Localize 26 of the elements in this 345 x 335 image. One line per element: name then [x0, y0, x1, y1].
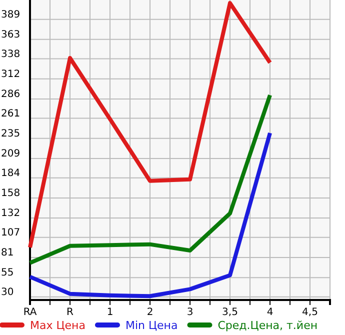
x-tick-label: 4 [266, 307, 274, 318]
y-tick-label: 363 [1, 29, 20, 40]
y-tick-label: 132 [1, 208, 20, 220]
y-tick-label: 81 [1, 247, 14, 258]
x-tick-label: 1 [106, 307, 114, 318]
y-tick-label: 389 [1, 9, 20, 20]
y-tick-label: 30 [1, 286, 14, 298]
legend-label: Min Цена [125, 319, 178, 332]
x-tick-label: 3,5 [222, 307, 238, 318]
y-tick-label: 312 [1, 68, 20, 80]
legend-label: Max Цена [30, 319, 86, 332]
y-tick-label: 261 [1, 108, 20, 120]
y-tick-label: 235 [1, 128, 20, 140]
y-tick-label: 55 [1, 268, 14, 279]
y-tick-label: 338 [1, 48, 20, 60]
x-tick-label: R [66, 307, 74, 318]
legend-label: Сред.Цена, т.йен [218, 319, 318, 332]
x-tick-label: 2 [146, 307, 154, 318]
y-tick-label: 286 [1, 88, 20, 100]
y-tick-label: 107 [1, 227, 20, 238]
x-tick-label: 3 [186, 307, 194, 318]
x-tick-label: RA [23, 307, 37, 318]
x-tick-label: 4,5 [302, 307, 318, 318]
y-tick-label: 158 [1, 188, 20, 199]
y-tick-label: 184 [1, 168, 20, 179]
y-tick-label: 209 [1, 148, 20, 160]
